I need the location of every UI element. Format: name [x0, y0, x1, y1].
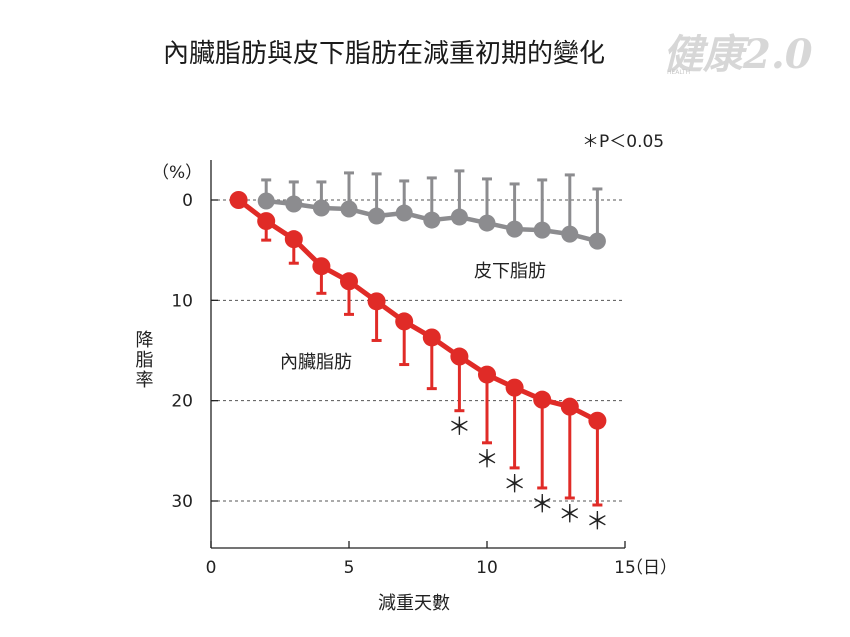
- y-tick-label: 20: [171, 392, 193, 412]
- data-point: [395, 204, 413, 222]
- health-logo: 健康2.0 HEALTH: [663, 31, 813, 78]
- x-unit-label: （日）: [626, 558, 677, 578]
- data-point: [284, 230, 303, 249]
- y-axis-title: 降脂率: [133, 330, 154, 390]
- data-point: [340, 200, 358, 218]
- data-point: [312, 199, 330, 217]
- series-label-subcutaneous: 皮下脂肪: [474, 261, 546, 282]
- data-point: [450, 208, 468, 226]
- y-unit-label: （%）: [152, 163, 202, 183]
- significance-star: ＊: [530, 490, 554, 518]
- x-tick-label: 5: [344, 558, 355, 578]
- x-tick-label: 0: [206, 558, 217, 578]
- data-point: [423, 211, 441, 229]
- axes: 0 10 20 30 0 5 10 15: [171, 160, 636, 578]
- significance-markers: ＊＊＊＊＊＊: [447, 413, 609, 535]
- data-point: [561, 225, 579, 243]
- series-label-visceral: 內臟脂肪: [280, 352, 352, 373]
- data-point: [588, 232, 606, 250]
- y-tick-label: 30: [171, 492, 193, 512]
- y-tick-label: 10: [171, 291, 193, 311]
- series-group: [229, 169, 607, 507]
- data-point: [422, 328, 441, 347]
- gridlines: [211, 199, 625, 502]
- data-point: [450, 347, 469, 366]
- series-visceral: [229, 191, 607, 507]
- chart-title: 內臟脂肪與皮下脂肪在減重初期的變化: [163, 39, 605, 69]
- data-point: [533, 221, 551, 239]
- svg-text:健康2.0: 健康2.0: [663, 31, 813, 78]
- x-tick-label: 10: [476, 558, 498, 578]
- data-point: [229, 191, 248, 209]
- data-point: [588, 411, 607, 430]
- data-point: [560, 397, 579, 416]
- data-point: [506, 220, 524, 238]
- data-point: [478, 365, 496, 384]
- svg-text:HEALTH: HEALTH: [667, 69, 690, 76]
- data-point: [533, 390, 552, 409]
- significance-note: ＊P＜0.05: [582, 132, 664, 152]
- data-point: [395, 312, 414, 331]
- data-point: [340, 272, 358, 291]
- data-point: [367, 292, 386, 311]
- data-point: [257, 192, 275, 210]
- data-point: [478, 214, 496, 232]
- data-point: [257, 212, 276, 231]
- y-tick-label: 0: [182, 191, 193, 211]
- significance-star: ＊: [558, 500, 582, 528]
- significance-star: ＊: [447, 413, 471, 441]
- series-subcutaneous: [257, 169, 606, 250]
- significance-star: ＊: [503, 470, 527, 498]
- significance-star: ＊: [475, 445, 499, 473]
- significance-star: ＊: [585, 507, 609, 535]
- data-point: [505, 378, 524, 397]
- data-point: [285, 195, 303, 213]
- x-axis-title: 減重天數: [378, 593, 450, 614]
- data-point: [368, 207, 386, 225]
- data-point: [312, 257, 331, 276]
- x-tick-label: 15: [614, 558, 636, 578]
